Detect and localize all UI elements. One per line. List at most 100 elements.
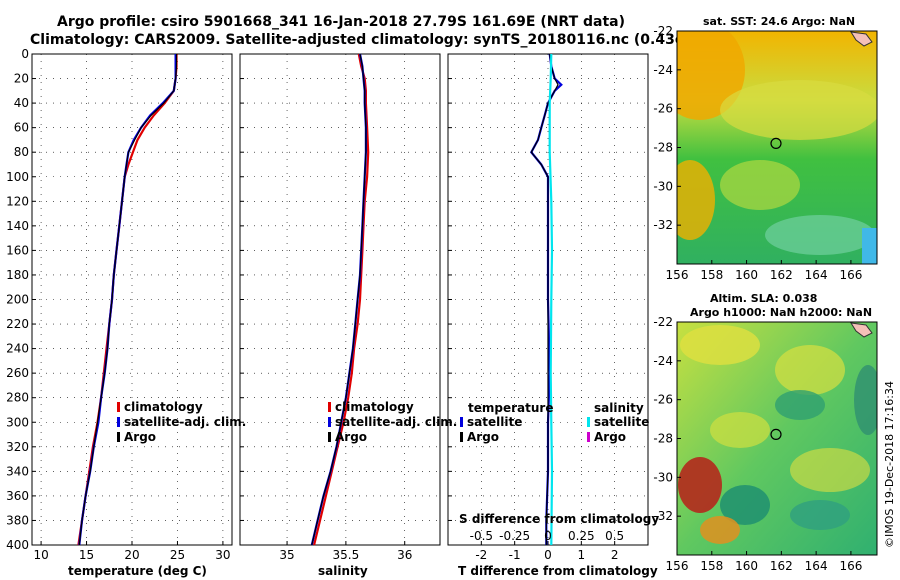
sst-mid-patch xyxy=(720,80,877,140)
depth-tick-label: 200 xyxy=(6,293,29,307)
x-tick-label: -1 xyxy=(509,548,521,562)
x-tick-label: 1 xyxy=(578,548,586,562)
difference-legend: temperature satellite Argo salinity sate… xyxy=(460,401,649,444)
sla-low-patch xyxy=(775,390,825,420)
sla-low-patch xyxy=(720,485,770,525)
map-x-tick-label: 164 xyxy=(805,559,828,573)
legend-label-temp-satellite: satellite xyxy=(467,415,522,429)
sla-high-patch xyxy=(775,345,845,395)
depth-tick-label: 320 xyxy=(6,440,29,454)
argo-location-marker xyxy=(770,428,782,440)
sla-map xyxy=(677,322,877,555)
s-difference-tick-label: 0.5 xyxy=(605,529,624,543)
figure-title-line1: Argo profile: csiro 5901668_341 16-Jan-2… xyxy=(57,14,625,30)
legend-swatch-sal-argo xyxy=(587,432,590,442)
x-tick-label: 20 xyxy=(124,548,139,562)
map-y-tick-label: -22 xyxy=(653,24,673,38)
salinity-legend: climatology satellite-adj. clim. Argo xyxy=(328,400,457,444)
legend-label-argo: Argo xyxy=(124,430,156,444)
x-tick-label: 30 xyxy=(215,548,230,562)
sla-high-patch xyxy=(680,325,760,365)
x-tick-labels: 10 15 20 25 30 35 35.5 36 -2 -1 0 1 2 xyxy=(33,548,618,562)
legend-label-climatology: climatology xyxy=(124,400,203,414)
depth-tick-label: 80 xyxy=(14,145,29,159)
map-y-tick-label: -30 xyxy=(653,470,673,484)
series-line-argo xyxy=(311,53,367,546)
legend-title-temperature: temperature xyxy=(468,401,553,415)
depth-tick-label: 240 xyxy=(6,342,29,356)
x-tick-label: 2 xyxy=(611,548,619,562)
x-tick-label: 36 xyxy=(397,548,412,562)
sla-high-patch xyxy=(710,412,770,448)
x-tick-label: 0 xyxy=(544,548,552,562)
s-difference-tick-label: 0 xyxy=(544,529,552,543)
depth-tick-label: 100 xyxy=(6,170,29,184)
series-line-satellite-adj-clim- xyxy=(78,54,177,546)
map-x-tick-label: 156 xyxy=(666,559,689,573)
argo-location-marker xyxy=(770,137,782,149)
depth-tick-label: 60 xyxy=(14,121,29,135)
depth-tick-label: 20 xyxy=(14,72,29,86)
depth-tick-label: 280 xyxy=(6,391,29,405)
sla-map-ticks: 156 158 160 162 164 166 -22 -24 -26 -28 -30 -32 xyxy=(653,315,862,573)
x-tick-label: 10 xyxy=(33,548,48,562)
depth-tick-label: 0 xyxy=(21,47,29,61)
series-line-salinity-satellite xyxy=(548,53,554,546)
sla-low-patch xyxy=(854,365,877,435)
sla-warm-eddy xyxy=(700,516,740,544)
new-caledonia-coast xyxy=(850,31,873,47)
sla-high-patch xyxy=(790,448,870,492)
sst-map xyxy=(677,31,877,264)
legend-label-sal-satellite: satellite xyxy=(594,415,649,429)
legend-label-temp-argo: Argo xyxy=(467,430,499,444)
map-x-tick-label: 162 xyxy=(770,268,793,282)
legend-swatch-climatology xyxy=(328,402,331,412)
series-line-argo xyxy=(78,54,178,546)
x-tick-label: 15 xyxy=(79,548,94,562)
x-tick-label: 25 xyxy=(170,548,185,562)
sst-cool-patch xyxy=(765,215,875,255)
map-x-tick-label: 166 xyxy=(839,268,862,282)
depth-tick-label: 360 xyxy=(6,489,29,503)
depth-tick-labels: 0 20 40 60 80 100 120 140 160 180 200 220 240 260 280 3… xyxy=(6,47,29,552)
depth-tick-label: 160 xyxy=(6,243,29,257)
new-caledonia-coast xyxy=(850,322,873,338)
map-x-tick-label: 162 xyxy=(770,559,793,573)
map-y-tick-label: -26 xyxy=(653,393,673,407)
sst-cold-patch xyxy=(862,228,877,264)
map-x-tick-label: 160 xyxy=(735,268,758,282)
legend-label-argo: Argo xyxy=(335,430,367,444)
x-tick-label: -2 xyxy=(475,548,487,562)
s-difference-tick-label: 0.25 xyxy=(568,529,595,543)
legend-swatch-satellite xyxy=(117,417,120,427)
depth-tick-label: 400 xyxy=(6,538,29,552)
map-x-tick-label: 164 xyxy=(805,268,828,282)
map-y-tick-label: -24 xyxy=(653,354,673,368)
map-x-tick-label: 166 xyxy=(839,559,862,573)
temperature-axis-label: temperature (deg C) xyxy=(68,564,207,578)
sst-map-title: sat. SST: 24.6 Argo: NaN xyxy=(703,15,855,28)
temperature-legend: climatology satellite-adj. clim. Argo xyxy=(117,400,246,444)
legend-label-satellite: satellite-adj. clim. xyxy=(335,415,457,429)
depth-tick-label: 140 xyxy=(6,219,29,233)
sst-map-ticks: 156 158 160 162 164 166 -22 -24 -26 -28 -30 -32 xyxy=(653,24,862,282)
depth-tick-label: 300 xyxy=(6,415,29,429)
map-x-tick-label: 156 xyxy=(666,268,689,282)
legend-swatch-temp-argo xyxy=(460,432,463,442)
depth-tick-label: 180 xyxy=(6,268,29,282)
map-x-tick-label: 158 xyxy=(700,559,723,573)
legend-swatch-sal-satellite xyxy=(587,417,590,427)
salinity-panel-frame xyxy=(239,53,441,546)
s-difference-axis-label: S difference from climatology xyxy=(459,512,659,526)
sla-map-title-line2: Argo h1000: NaN h2000: NaN xyxy=(690,306,872,319)
sla-warm-eddy xyxy=(678,457,722,513)
s-difference-tick-label: -0.25 xyxy=(499,529,530,543)
map-y-tick-label: -26 xyxy=(653,102,673,116)
legend-label-climatology: climatology xyxy=(335,400,414,414)
figure-title-line2: Climatology: CARS2009. Satellite-adjuste… xyxy=(30,32,748,48)
series-line-temperature-argo xyxy=(530,53,559,545)
map-x-tick-label: 158 xyxy=(700,268,723,282)
map-y-tick-label: -22 xyxy=(653,315,673,329)
imos-watermark: ©IMOS 19-Dec-2018 17:16:34 xyxy=(883,381,896,548)
legend-title-salinity: salinity xyxy=(594,401,644,415)
